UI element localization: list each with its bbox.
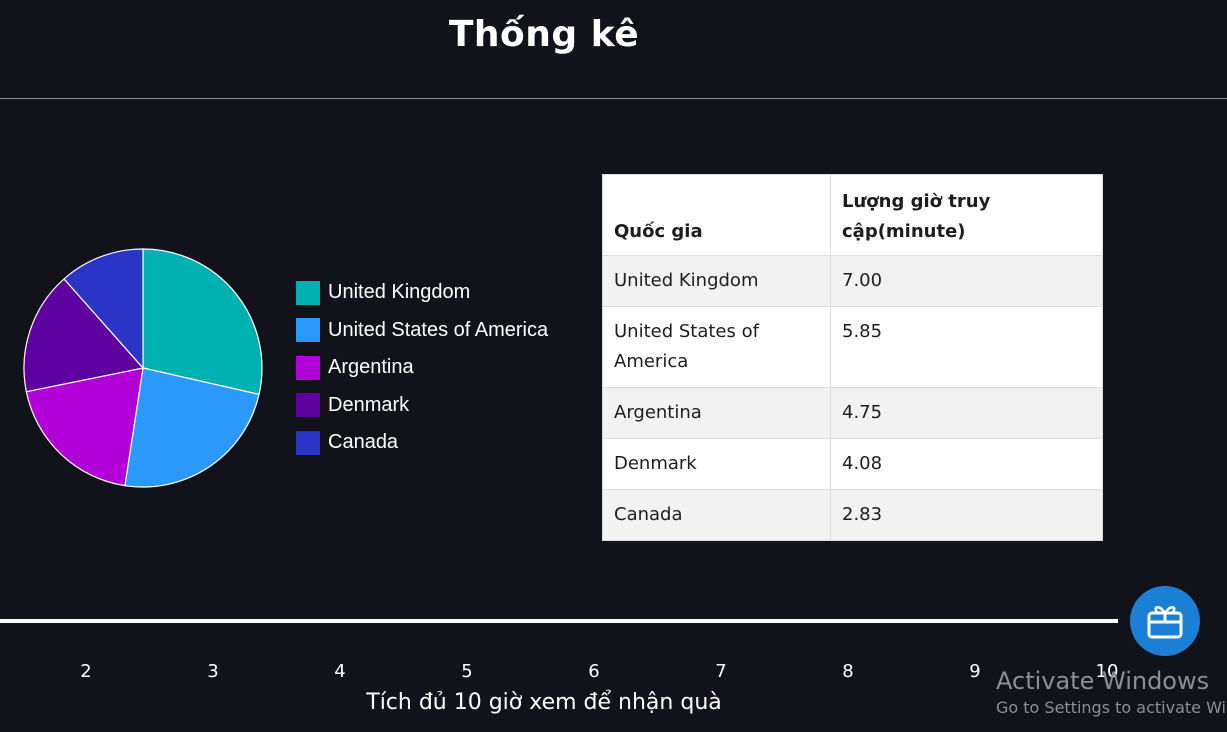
table-row: United States of America 5.85: [602, 306, 1103, 388]
minutes-cell: 7.00: [830, 255, 1103, 307]
table-header-row: Quốc gia Lượng giờ truy cập(minute): [602, 174, 1103, 256]
milestone-label: 4: [334, 661, 346, 682]
table-row: Canada 2.83: [602, 489, 1103, 541]
pie-slice-canada[interactable]: [63, 248, 144, 370]
minutes-cell: 4.75: [830, 387, 1103, 439]
column-header-country: Quốc gia: [602, 174, 831, 256]
legend-item[interactable]: Canada: [296, 430, 548, 455]
pie-slice-united-kingdom[interactable]: [142, 248, 263, 396]
legend-label: Denmark: [328, 393, 410, 416]
country-cell: United States of America: [602, 306, 831, 388]
pie-slice-denmark[interactable]: [23, 278, 145, 393]
milestone-label: 10: [1095, 661, 1119, 682]
legend-swatch: [296, 355, 320, 380]
header-divider: [0, 98, 1227, 99]
table-row: Argentina 4.75: [602, 387, 1103, 439]
legend-item[interactable]: Denmark: [296, 393, 548, 418]
reward-caption: Tích đủ 10 giờ xem để nhận quà: [366, 690, 722, 715]
minutes-cell: 4.08: [830, 438, 1103, 490]
legend-label: United States of America: [328, 318, 549, 341]
minutes-cell: 2.83: [830, 489, 1103, 541]
legend-item[interactable]: United States of America: [296, 318, 548, 343]
pie-chart: [23, 248, 263, 488]
pie-slice-united-states-of-america[interactable]: [124, 367, 260, 488]
watermark-subtitle: Go to Settings to activate Windows.: [996, 698, 1227, 717]
milestone-label: 8: [842, 661, 854, 682]
country-cell: Denmark: [602, 438, 831, 490]
country-cell: Canada: [602, 489, 831, 541]
minutes-cell: 5.85: [830, 306, 1103, 388]
pie-slice-argentina[interactable]: [25, 367, 144, 487]
watermark-title: Activate Windows: [996, 667, 1210, 695]
chart-legend: United Kingdom United States of America …: [296, 280, 548, 468]
milestone-label: 6: [588, 661, 600, 682]
legend-item[interactable]: United Kingdom: [296, 280, 548, 305]
table-row: United Kingdom 7.00: [602, 255, 1103, 307]
legend-swatch: [296, 280, 320, 305]
page-title: Thống kê: [448, 14, 640, 55]
legend-label: Argentina: [328, 356, 414, 378]
milestone-label: 2: [80, 661, 92, 682]
country-cell: United Kingdom: [602, 255, 831, 307]
legend-item[interactable]: Argentina: [296, 355, 548, 380]
milestone-label: 7: [715, 661, 727, 682]
milestone-label: 5: [461, 661, 473, 682]
legend-swatch: [296, 318, 320, 342]
milestone-label: 3: [207, 661, 219, 682]
activation-watermark: Activate Windows Go to Settings to activ…: [996, 666, 1227, 720]
milestone-label: 9: [969, 661, 981, 682]
legend-label: Canada: [328, 431, 399, 453]
stats-table: Quốc gia Lượng giờ truy cập(minute) Unit…: [602, 174, 1103, 541]
legend-label: United Kingdom: [328, 281, 471, 303]
gift-button[interactable]: [1130, 586, 1200, 656]
legend-swatch: [296, 393, 320, 417]
legend-swatch: [296, 430, 320, 455]
column-header-minutes: Lượng giờ truy cập(minute): [830, 174, 1103, 256]
country-cell: Argentina: [602, 387, 831, 439]
progress-track: [0, 619, 1118, 623]
gift-icon: [1147, 606, 1183, 639]
table-row: Denmark 4.08: [602, 438, 1103, 490]
